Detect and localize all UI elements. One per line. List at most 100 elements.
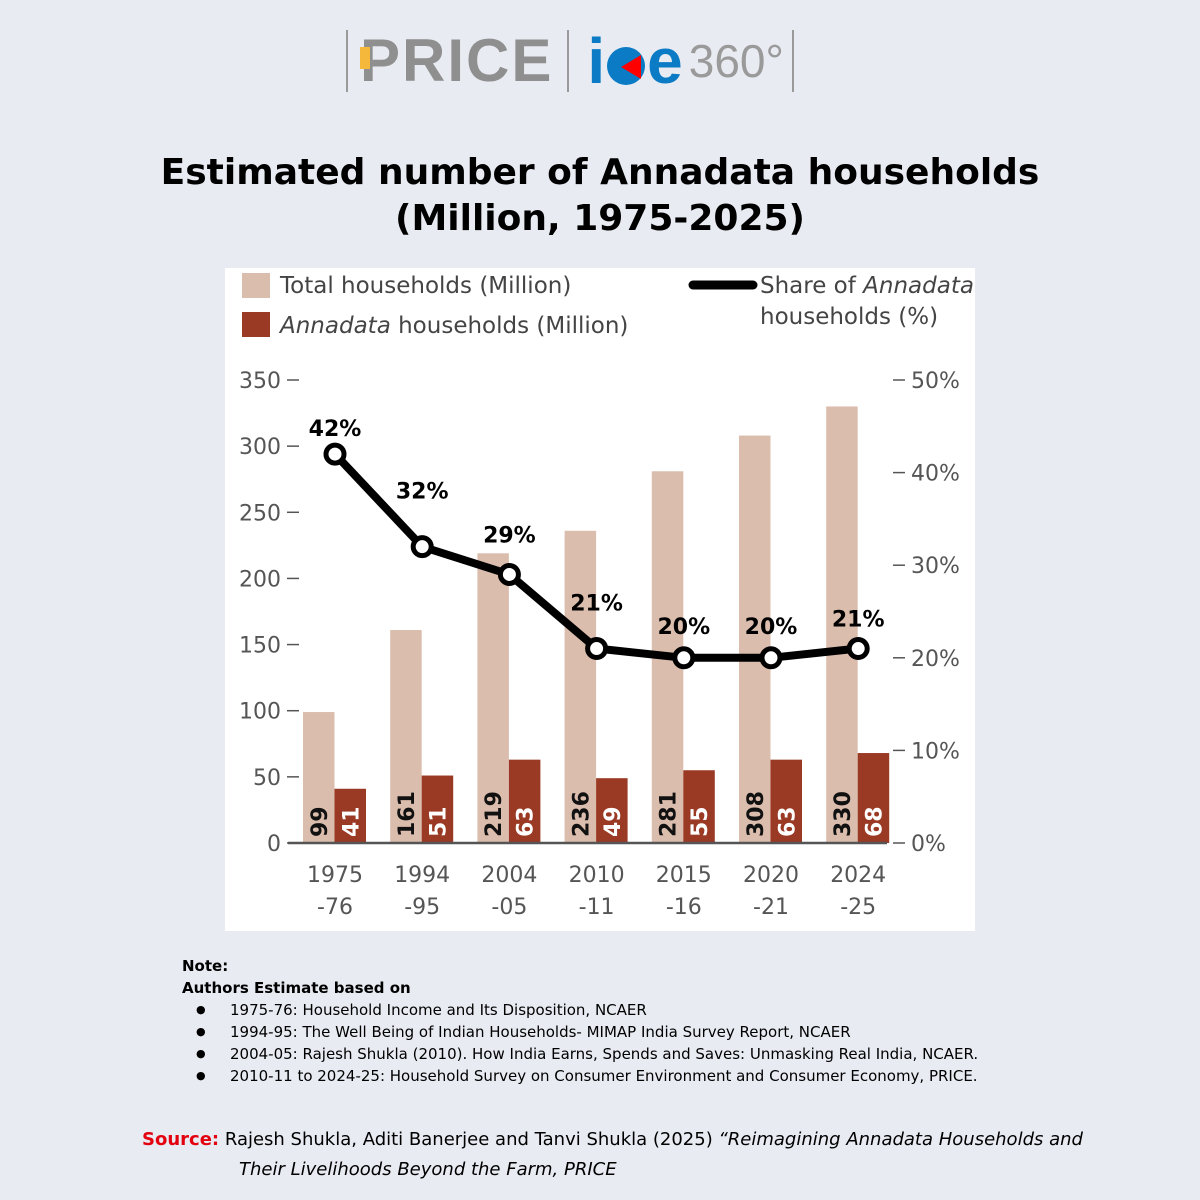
title-line-2: (Million, 1975-2025) [395,198,805,239]
legend-label-annadata: Annadata households (Million) [278,313,628,339]
x-tick-label-year: 2010 [569,863,625,888]
legend-label-share-2: households (%) [760,304,938,330]
right-axis-tick-label: 10% [911,739,960,764]
left-axis-tick-label: 300 [239,435,281,460]
page-title: Estimated number of Annadata households … [0,150,1200,242]
source-citation: Source: Rajesh Shukla, Aditi Banerjee an… [142,1125,1162,1185]
bar-annadata-households [334,788,366,843]
share-data-label: 20% [657,615,710,640]
x-tick-label-year: 1994 [394,863,450,888]
source-title-2: Their Livelihoods Beyond the Farm, PRICE [239,1159,617,1180]
left-axis-tick-label: 50 [253,766,281,791]
source-title-1: “Reimagining Annadata Households and [718,1129,1083,1150]
source-authors: Rajesh Shukla, Aditi Banerjee and Tanvi … [219,1129,719,1150]
bar-annadata-households [683,770,715,843]
bar-annadata-households [421,775,454,843]
right-axis-tick-label: 30% [911,554,960,579]
share-line-point [759,646,783,670]
note-section: Note: Authors Estimate based on 1975-76:… [182,955,978,1087]
bar-annadata-households [596,778,628,843]
note-subheading: Authors Estimate based on [182,979,411,997]
x-tick-label-period: -76 [317,895,353,920]
bar-annadata-households [857,753,890,843]
bar-total-households [303,712,335,843]
legend-swatch-annadata [242,312,270,337]
source-label: Source: [142,1129,220,1150]
bar-value-label-total: 330 [831,791,856,837]
note-item: 2004-05: Rajesh Shukla (2010). How India… [196,1043,978,1065]
chart: Total households (Million) Annadata hous… [239,273,974,920]
x-tick-label-year: 2004 [481,863,537,888]
legend-label-total: Total households (Million) [279,273,571,299]
ice-logo-360: 360° [688,35,784,87]
x-tick-label-year: 2024 [830,863,886,888]
share-data-label: 29% [483,523,536,548]
bar-value-label-total: 99 [308,806,333,837]
bar-value-label-annadata: 49 [601,806,626,837]
share-data-label: 32% [396,480,449,505]
note-item: 2010-11 to 2024-25: Household Survey on … [196,1065,978,1087]
right-axis-tick-label: 0% [911,832,946,857]
logo-divider [791,30,794,92]
x-tick-label-year: 2020 [743,863,799,888]
bar-value-label-total: 219 [482,791,507,837]
share-line-point [323,442,347,466]
logo-divider [567,30,570,92]
legend: Total households (Million) Annadata hous… [242,273,974,339]
legend-share-prefix: Share of [760,273,863,299]
note-item: 1994-95: The Well Being of Indian Househ… [196,1021,978,1043]
right-axis-tick-label: 20% [911,647,960,672]
legend-label-share-1: Share of Annadata [760,273,974,299]
x-tick-label-period: -25 [840,895,876,920]
bar-value-label-total: 161 [395,791,420,837]
share-line-point [497,562,521,586]
bar-total-households [826,406,858,843]
legend-label-annadata-rest: households (Million) [391,313,629,339]
left-axis-tick-label: 350 [239,369,281,394]
price-logo-accent [360,47,370,69]
bar-value-label-annadata: 51 [426,806,451,837]
note-list: 1975-76: Household Income and Its Dispos… [182,999,978,1087]
bar-value-label-total: 236 [569,791,594,837]
bar-annadata-households [770,759,802,843]
x-tick-label-period: -21 [753,895,789,920]
left-axis: 0 50 100 150 200 250 300 350 [239,369,299,857]
left-axis-tick-label: 150 [239,634,281,659]
bar-total-households [564,530,597,843]
ice-logo-i: i [587,25,606,97]
left-axis-tick-label: 250 [239,501,281,526]
x-tick-label-period: -05 [491,895,527,920]
bar-value-label-annadata: 55 [688,806,713,837]
bar-total-households [390,630,422,843]
chart-panel: Total households (Million) Annadata hous… [225,268,975,931]
x-tick-label-period: -95 [404,895,440,920]
bar-value-label-annadata: 63 [775,806,800,837]
ice-logo-e: e [647,25,683,97]
legend-label-annadata-italic: Annadata [278,313,391,339]
bar-value-label-annadata: 68 [862,806,887,837]
x-tick-label-period: -16 [666,895,702,920]
note-item: 1975-76: Household Income and Its Dispos… [196,999,978,1021]
x-tick-label-period: -11 [579,895,615,920]
share-line-point [410,535,434,559]
bar-total-households [477,553,509,843]
ice-logo-pie-icon [607,47,646,85]
logo-divider [346,30,348,92]
left-axis-tick-label: 0 [267,832,281,857]
share-data-label: 20% [745,615,798,640]
left-axis-tick-label: 200 [239,567,281,592]
left-axis-tick-label: 100 [239,700,281,725]
title-line-1: Estimated number of Annadata households [160,152,1040,193]
bar-value-label-annadata: 41 [339,806,364,837]
right-axis: 0% 10% 20% 30% 40% 50% [893,369,960,857]
share-line-point [672,646,696,670]
price-logo: PRICE [360,31,553,91]
bar-annadata-households [508,759,541,843]
bar-value-label-annadata: 63 [514,806,539,837]
x-tick-label-year: 2015 [656,863,712,888]
right-axis-tick-label: 40% [911,462,960,487]
bar-value-label-total: 281 [657,791,682,837]
share-line-point [585,637,609,661]
